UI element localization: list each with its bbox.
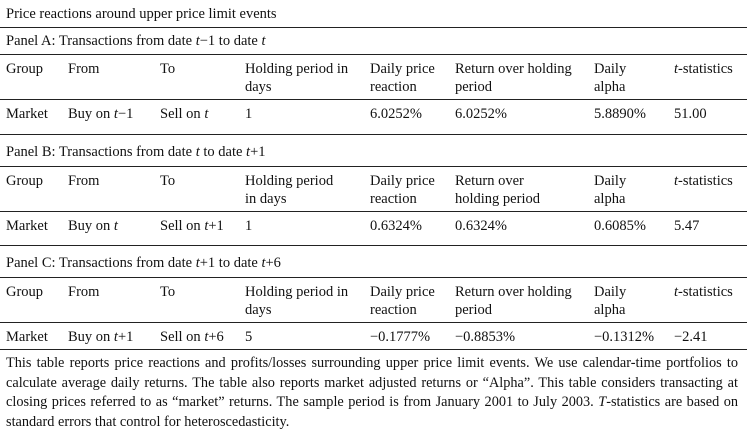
- row-to: Sell on t+1: [160, 218, 224, 234]
- bottom-rule: [0, 349, 747, 350]
- panel-a-rule-mid: [0, 99, 747, 100]
- header-tstat: t-statistics: [674, 284, 733, 300]
- row-to: Sell on t: [160, 106, 209, 122]
- panel-a-title: Panel A: Transactions from date t−1 to d…: [6, 33, 266, 49]
- header-group: Group: [6, 284, 44, 300]
- header-alpha: Daily alpha: [594, 284, 627, 318]
- row-tstat: 51.00: [674, 106, 707, 122]
- header-holding: Holding period in days: [245, 61, 349, 95]
- row-return: 0.6324%: [455, 218, 507, 234]
- row-daily-price: −0.1777%: [370, 329, 431, 345]
- row-alpha: −0.1312%: [594, 329, 655, 345]
- header-tstat: t-statistics: [674, 173, 733, 189]
- header-to: To: [160, 284, 176, 300]
- row-from: Buy on t+1: [68, 329, 134, 345]
- header-holding: Holding period in days: [245, 173, 334, 207]
- header-group: Group: [6, 173, 44, 189]
- panel-a-rule-top: [0, 54, 747, 55]
- header-alpha: Daily alpha: [594, 173, 627, 207]
- row-holding: 1: [245, 218, 253, 234]
- header-daily-price: Daily price reaction: [370, 284, 435, 318]
- row-alpha: 0.6085%: [594, 218, 646, 234]
- header-group: Group: [6, 61, 44, 77]
- panel-c-title: Panel C: Transactions from date t+1 to d…: [6, 255, 281, 271]
- row-group: Market: [6, 329, 48, 345]
- row-alpha: 5.8890%: [594, 106, 646, 122]
- row-tstat: 5.47: [674, 218, 700, 234]
- row-holding: 1: [245, 106, 253, 122]
- header-alpha: Daily alpha: [594, 61, 627, 95]
- row-return: −0.8853%: [455, 329, 516, 345]
- row-group: Market: [6, 106, 48, 122]
- header-holding: Holding period in days: [245, 284, 349, 318]
- row-from: Buy on t: [68, 218, 118, 234]
- header-from: From: [68, 284, 100, 300]
- panel-b-rule-mid: [0, 211, 747, 212]
- table-title: Price reactions around upper price limit…: [6, 6, 277, 22]
- header-from: From: [68, 173, 100, 189]
- header-return: Return over holding period: [455, 61, 572, 95]
- panel-b-rule-top: [0, 166, 747, 167]
- header-to: To: [160, 173, 176, 189]
- panel-c-rule-top: [0, 277, 747, 278]
- row-holding: 5: [245, 329, 253, 345]
- row-daily-price: 0.6324%: [370, 218, 422, 234]
- header-daily-price: Daily price reaction: [370, 173, 435, 207]
- row-tstat: −2.41: [674, 329, 708, 345]
- header-from: From: [68, 61, 100, 77]
- row-from: Buy on t−1: [68, 106, 134, 122]
- header-return: Return over holding period: [455, 173, 540, 207]
- row-return: 6.0252%: [455, 106, 507, 122]
- panel-b-title: Panel B: Transactions from date t to dat…: [6, 144, 266, 160]
- table-footnote: This table reports price reactions and p…: [6, 355, 739, 430]
- row-group: Market: [6, 218, 48, 234]
- panel-c-rule-mid: [0, 322, 747, 323]
- header-return: Return over holding period: [455, 284, 572, 318]
- header-to: To: [160, 61, 176, 77]
- header-daily-price: Daily price reaction: [370, 61, 435, 95]
- panel-a-rule-bottom: [0, 134, 747, 135]
- panel-b-rule-bottom: [0, 245, 747, 246]
- top-rule: [0, 27, 747, 28]
- header-tstat: t-statistics: [674, 61, 733, 77]
- row-to: Sell on t+6: [160, 329, 224, 345]
- row-daily-price: 6.0252%: [370, 106, 422, 122]
